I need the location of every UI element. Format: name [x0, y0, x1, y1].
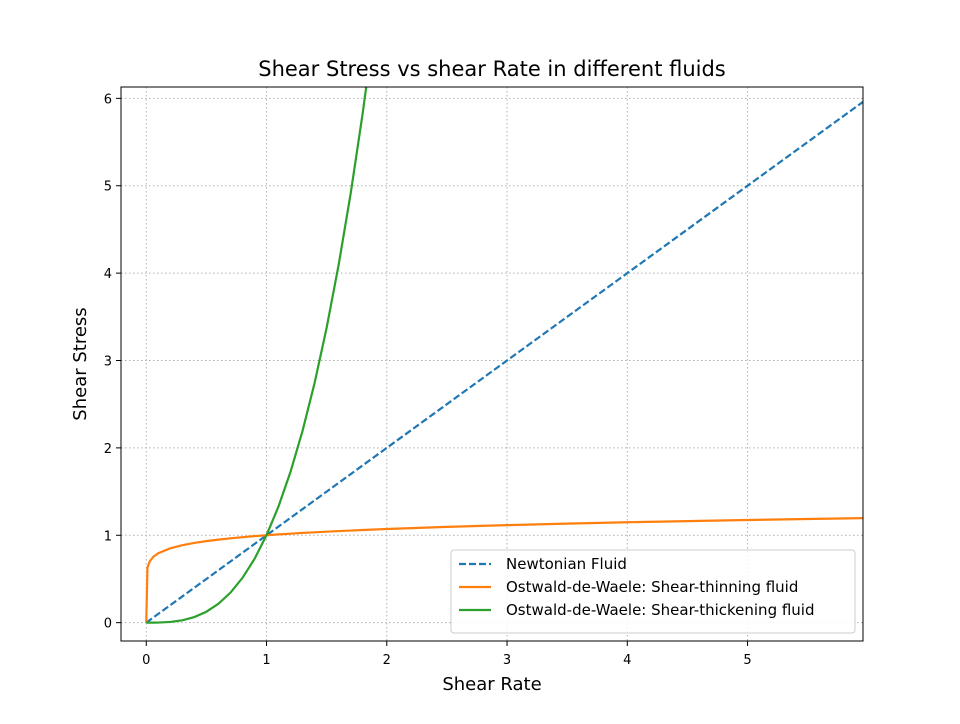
- series-line: [146, 87, 368, 624]
- legend-label: Ostwald-de-Waele: Shear-thickening fluid: [506, 601, 815, 619]
- x-tick-label: 0: [142, 653, 150, 668]
- legend-label: Newtonian Fluid: [506, 555, 627, 573]
- legend-box: [450, 549, 856, 634]
- x-axis-label: Shear Rate: [442, 674, 541, 695]
- y-tick-label: 2: [104, 442, 112, 457]
- series-group: [145, 87, 863, 624]
- axes-frame: [120, 86, 864, 642]
- y-tick-label: 6: [104, 92, 112, 107]
- x-tick-label: 5: [743, 653, 751, 668]
- x-tick-label: 3: [503, 653, 511, 668]
- series-line: [145, 517, 863, 623]
- y-tick-label: 3: [104, 355, 112, 370]
- y-tick-label: 5: [104, 180, 112, 195]
- chart-title: Shear Stress vs shear Rate in different …: [258, 57, 726, 81]
- legend-label: Ostwald-de-Waele: Shear-thinning fluid: [506, 578, 798, 596]
- y-tick-label: 4: [104, 267, 112, 282]
- x-tick-label: 2: [383, 653, 391, 668]
- y-axis-label: Shear Stress: [70, 307, 91, 420]
- x-tick-label: 4: [623, 653, 631, 668]
- x-tick-label: 1: [262, 653, 270, 668]
- y-tick-label: 0: [104, 617, 112, 632]
- y-tick-label: 1: [104, 529, 112, 544]
- series-line: [145, 100, 863, 624]
